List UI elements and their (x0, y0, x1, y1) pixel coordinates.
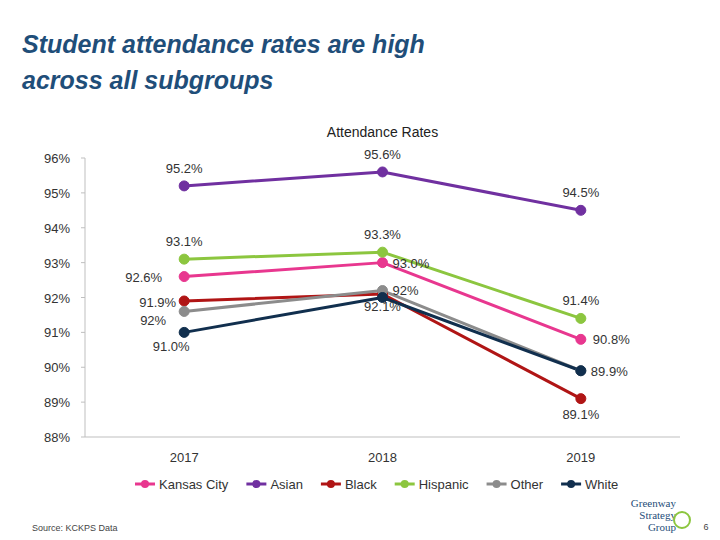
series-marker (179, 306, 189, 316)
legend-label: Kansas City (159, 477, 229, 492)
data-label: 91.9% (139, 295, 176, 310)
legend-swatch-marker (327, 480, 335, 488)
x-tick-label: 2019 (566, 450, 595, 465)
legend-swatch-marker (252, 480, 260, 488)
series-marker (576, 334, 586, 344)
data-label: 90.8% (593, 332, 630, 347)
series-marker (179, 181, 189, 191)
data-label: 92% (393, 283, 419, 298)
x-tick-label: 2018 (368, 450, 397, 465)
y-tick-label: 93% (44, 256, 70, 271)
y-tick-label: 89% (44, 395, 70, 410)
series-marker (179, 272, 189, 282)
legend-label: White (585, 477, 618, 492)
series-marker (576, 394, 586, 404)
series-line (184, 252, 581, 318)
series-marker (576, 313, 586, 323)
series-marker (179, 254, 189, 264)
x-axis (85, 437, 680, 438)
y-axis (85, 158, 86, 437)
series-marker (179, 296, 189, 306)
legend-swatch-marker (141, 480, 149, 488)
y-tick-label: 92% (44, 291, 70, 306)
series-line (184, 291, 581, 371)
chart: Attendance Rates 88% 89% 90% 91% 92% 93% 94% 95%… (0, 0, 720, 540)
y-tick (81, 227, 85, 228)
chart-title: Attendance Rates (327, 124, 438, 140)
slide-title: Student attendance rates are high across… (22, 26, 492, 98)
y-tick (81, 158, 85, 159)
data-label: 93.1% (166, 234, 203, 249)
y-tick-label: 88% (44, 430, 70, 445)
series-line (184, 263, 581, 340)
series-marker (179, 327, 189, 337)
legend-swatch-marker (567, 480, 575, 488)
y-tick (81, 332, 85, 333)
y-tick (81, 192, 85, 193)
data-label: 89.1% (562, 407, 599, 422)
data-label: 93.0% (393, 256, 430, 271)
series-marker (378, 247, 388, 257)
y-tick-label: 90% (44, 360, 70, 375)
y-tick (81, 367, 85, 368)
y-tick (81, 262, 85, 263)
y-tick-label: 96% (44, 151, 70, 166)
source-note: Source: KCKPS Data (32, 523, 118, 533)
logo-text: Group (648, 521, 677, 533)
legend-label: Black (345, 477, 377, 492)
logo-text: Strategy (639, 509, 676, 521)
x-tick-label: 2017 (170, 450, 199, 465)
legend-label: Other (511, 477, 544, 492)
data-label: 95.2% (166, 161, 203, 176)
logo-text: Greenway (631, 497, 677, 509)
legend-label: Hispanic (419, 477, 469, 492)
series-line (184, 298, 581, 371)
y-tick-label: 95% (44, 186, 70, 201)
plot-marks (179, 167, 586, 404)
data-label: 94.5% (562, 185, 599, 200)
series-marker (378, 258, 388, 268)
y-tick (81, 437, 85, 438)
data-label: 93.3% (364, 227, 401, 242)
data-label: 91.0% (153, 339, 190, 354)
data-label: 92.6% (125, 270, 162, 285)
page-number: 6 (703, 522, 708, 532)
series-marker (576, 366, 586, 376)
data-label: 92.1% (364, 299, 401, 314)
series-marker (576, 366, 586, 376)
series-marker (378, 167, 388, 177)
data-label: 89.9% (591, 364, 628, 379)
data-label: 92% (140, 313, 166, 328)
series-marker (576, 205, 586, 215)
y-tick (81, 297, 85, 298)
series-line (184, 172, 581, 210)
y-tick-label: 91% (44, 325, 70, 340)
logo-mark (674, 512, 690, 528)
y-tick (81, 402, 85, 403)
data-label: 95.6% (364, 147, 401, 162)
legend-swatch-marker (401, 480, 409, 488)
legend-swatch-marker (493, 480, 501, 488)
data-label: 91.4% (562, 293, 599, 308)
y-tick-label: 94% (44, 221, 70, 236)
legend-label: Asian (270, 477, 303, 492)
